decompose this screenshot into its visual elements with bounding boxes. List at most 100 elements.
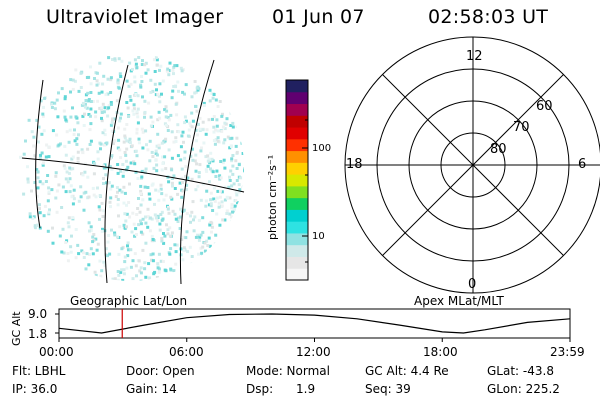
uv-pixel <box>195 139 198 143</box>
uv-pixel <box>125 79 129 83</box>
uv-pixel <box>170 181 174 185</box>
uv-pixel <box>89 225 93 229</box>
status-door: Door: Open <box>126 364 195 378</box>
uv-pixel <box>128 137 132 141</box>
uv-pixel <box>131 259 135 263</box>
uv-pixel <box>71 202 75 206</box>
uv-pixel <box>129 161 133 165</box>
uv-pixel <box>214 175 218 178</box>
uv-pixel <box>110 184 114 188</box>
uv-pixel <box>53 101 57 105</box>
uv-pixel <box>206 159 210 163</box>
uv-pixel <box>146 186 150 189</box>
uv-pixel <box>122 223 126 227</box>
uv-pixel <box>115 99 119 103</box>
uv-pixel <box>188 245 192 249</box>
uv-pixel <box>123 151 127 154</box>
uv-pixel <box>149 124 153 128</box>
uv-pixel <box>143 115 146 119</box>
uv-pixel <box>179 145 183 149</box>
uv-pixel <box>84 190 88 194</box>
uv-pixel <box>180 195 184 199</box>
uv-pixel <box>167 211 171 215</box>
uv-pixel <box>151 252 155 256</box>
uv-pixel <box>215 196 219 200</box>
uv-pixel <box>124 219 128 223</box>
uv-pixel <box>135 274 138 278</box>
uv-pixel <box>181 180 184 184</box>
uv-pixel <box>183 92 186 96</box>
uv-pixel <box>116 163 120 166</box>
uv-pixel <box>76 150 80 154</box>
uv-pixel <box>125 266 129 270</box>
uv-pixel <box>97 82 101 86</box>
uv-pixel <box>61 185 65 189</box>
uv-pixel <box>174 250 178 254</box>
uv-pixel <box>65 239 69 243</box>
uv-pixel <box>42 214 46 218</box>
uv-pixel <box>82 208 86 212</box>
uv-pixel <box>173 187 177 190</box>
uv-pixel <box>40 132 44 136</box>
uv-pixel <box>136 115 140 119</box>
uv-pixel <box>170 231 174 235</box>
polar-plot <box>344 36 600 294</box>
uv-pixel <box>157 110 161 114</box>
colorbar-cell <box>286 197 308 210</box>
uv-pixel <box>126 106 130 110</box>
uv-pixel <box>173 243 177 247</box>
uv-pixel <box>235 167 239 170</box>
uv-pixel <box>180 134 184 138</box>
uv-pixel <box>55 98 59 102</box>
orbit-plot-frame <box>58 308 571 339</box>
uv-pixel <box>211 170 215 174</box>
uv-pixel <box>62 164 66 168</box>
uv-pixel <box>129 82 133 86</box>
uv-pixel <box>109 102 113 106</box>
uv-pixel <box>223 185 227 189</box>
uv-pixel <box>91 252 95 256</box>
uv-pixel <box>220 204 224 208</box>
uv-pixel <box>182 246 186 250</box>
uv-pixel <box>118 72 122 76</box>
uv-pixel <box>174 262 178 266</box>
colorbar-cells <box>286 80 308 281</box>
orbit-x-tick-12: 12:00 <box>296 345 331 359</box>
uv-pixel <box>154 149 158 153</box>
uv-pixel <box>140 75 143 78</box>
uv-pixel <box>164 115 168 119</box>
uv-pixel <box>107 56 111 60</box>
uv-pixel <box>32 144 36 148</box>
uv-pixel <box>206 244 210 247</box>
uv-pixel <box>125 212 129 216</box>
uv-pixel <box>204 155 208 159</box>
uv-pixel <box>156 219 159 223</box>
uv-pixel <box>157 189 161 193</box>
uv-pixel <box>109 91 113 94</box>
uv-pixel <box>122 185 126 189</box>
uv-pixel <box>132 112 136 116</box>
mlt-label-12: 12 <box>466 49 483 64</box>
uv-pixel <box>200 254 204 258</box>
uv-pixel <box>152 166 156 170</box>
uv-pixel <box>108 252 112 256</box>
uv-pixel <box>145 143 148 147</box>
uv-pixel <box>197 87 201 91</box>
uv-pixel <box>55 210 59 214</box>
uv-pixel <box>143 99 147 103</box>
uv-pixel <box>181 90 185 94</box>
uv-pixel <box>153 82 157 86</box>
uv-pixel <box>139 192 143 195</box>
uv-pixel <box>211 96 215 100</box>
uv-pixel <box>126 254 130 258</box>
uv-pixel <box>131 67 134 71</box>
uv-pixel <box>172 65 176 69</box>
uv-pixel <box>239 176 243 180</box>
uv-pixel <box>86 175 90 179</box>
uv-pixel <box>227 185 231 189</box>
uv-pixel <box>198 235 202 239</box>
uv-pixel <box>216 105 220 108</box>
uv-pixel <box>87 99 91 103</box>
orbit-x-tick-24: 23:59 <box>550 345 585 359</box>
